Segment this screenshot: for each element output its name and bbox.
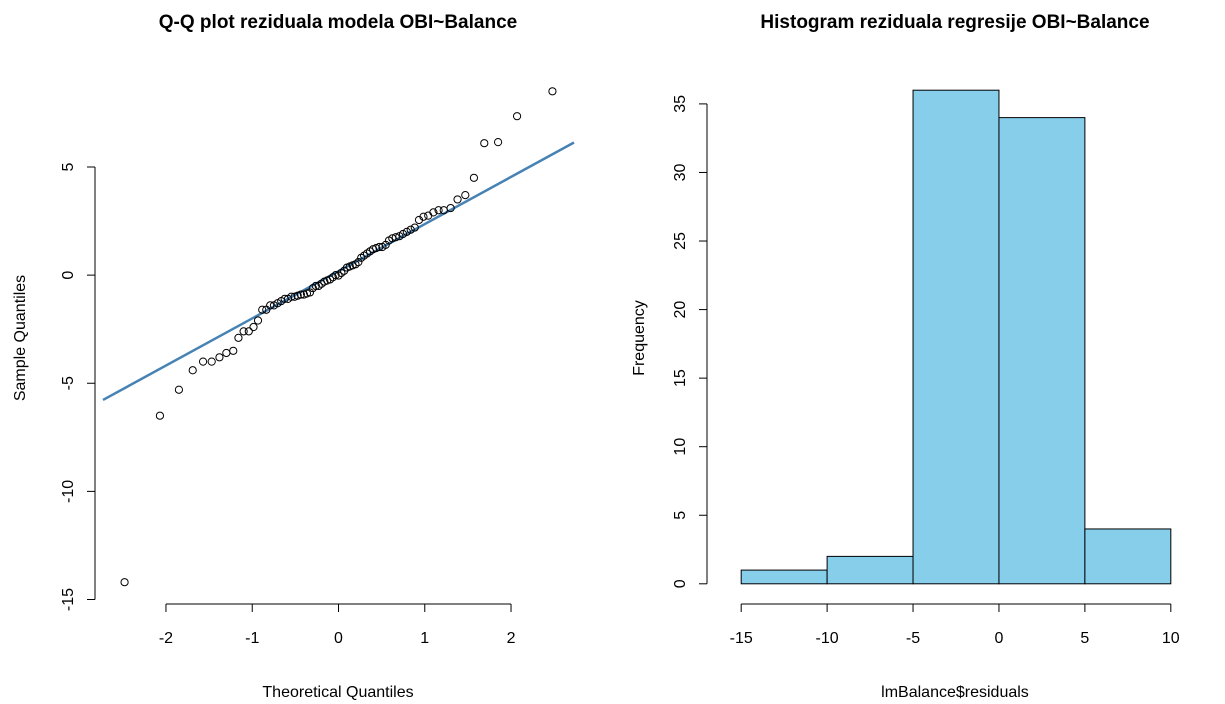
x-tick-label: 10 xyxy=(1162,630,1180,647)
point xyxy=(258,305,267,314)
point xyxy=(469,173,479,182)
point xyxy=(419,212,428,221)
x-tick-label: -15 xyxy=(730,630,753,647)
point xyxy=(207,357,216,366)
point xyxy=(453,195,462,204)
point xyxy=(406,225,415,234)
y-tick-label: -5 xyxy=(60,376,77,390)
point xyxy=(120,578,129,587)
point xyxy=(188,366,197,375)
point xyxy=(493,138,503,147)
y-tick-label: 20 xyxy=(672,301,689,319)
point xyxy=(351,260,360,269)
point xyxy=(446,203,455,213)
y-tick-label: 10 xyxy=(672,438,689,456)
chart-title: Q-Q plot reziduala modela OBI~Balance xyxy=(159,12,517,33)
point xyxy=(512,112,522,121)
point xyxy=(331,271,340,280)
y-axis-label: Frequency xyxy=(631,300,648,376)
x-tick-label: 1 xyxy=(420,630,429,647)
point xyxy=(222,348,231,358)
bar xyxy=(998,117,1086,585)
point xyxy=(311,281,320,291)
point xyxy=(198,357,208,366)
y-tick-label: -15 xyxy=(60,588,77,611)
x-tick-label: -5 xyxy=(906,630,920,647)
point xyxy=(434,206,443,215)
bar xyxy=(912,89,1000,585)
y-axis-label: Sample Quantiles xyxy=(12,275,29,401)
x-tick-label: -1 xyxy=(245,630,259,647)
y-tick-label: 0 xyxy=(60,271,77,280)
point xyxy=(429,208,438,217)
x-tick-label: -2 xyxy=(159,630,173,647)
point xyxy=(337,268,346,278)
point xyxy=(229,346,238,355)
point xyxy=(249,322,258,332)
point xyxy=(328,273,337,282)
point xyxy=(234,333,243,342)
point xyxy=(461,191,470,200)
y-tick-label: -10 xyxy=(60,480,77,503)
chart-title: Histogram reziduala regresije OBI~Balanc… xyxy=(760,12,1149,33)
x-tick-label: 5 xyxy=(1080,630,1089,647)
x-tick-label: 2 xyxy=(507,630,516,647)
point xyxy=(480,139,489,148)
y-tick-label: 15 xyxy=(672,369,689,387)
point xyxy=(287,292,296,301)
point xyxy=(239,327,248,336)
point xyxy=(296,290,305,299)
point xyxy=(215,353,224,362)
x-tick-label: 0 xyxy=(334,630,343,647)
point xyxy=(174,385,184,394)
point xyxy=(548,87,557,96)
point xyxy=(314,281,323,291)
point xyxy=(334,271,343,280)
x-tick-label: -10 xyxy=(816,630,839,647)
bar xyxy=(1084,528,1172,585)
point xyxy=(410,223,419,232)
y-tick-label: 30 xyxy=(672,163,689,181)
point xyxy=(305,288,315,297)
y-tick-label: 35 xyxy=(672,95,689,113)
x-tick-label: 0 xyxy=(995,630,1004,647)
y-tick-label: 25 xyxy=(672,232,689,250)
point xyxy=(325,275,335,284)
point xyxy=(391,233,400,242)
bar xyxy=(740,569,828,585)
point xyxy=(424,211,433,220)
point xyxy=(354,258,363,267)
point xyxy=(266,301,275,310)
y-tick-label: 5 xyxy=(60,162,77,171)
bar xyxy=(826,555,914,585)
point xyxy=(402,227,411,236)
point xyxy=(244,327,253,336)
y-tick-label: 5 xyxy=(672,511,689,520)
point xyxy=(155,411,165,420)
x-axis-label: Theoretical Quantiles xyxy=(262,684,413,701)
x-axis-label: lmBalance$residuals xyxy=(881,684,1029,701)
y-tick-label: 0 xyxy=(672,579,689,588)
point xyxy=(253,316,263,325)
